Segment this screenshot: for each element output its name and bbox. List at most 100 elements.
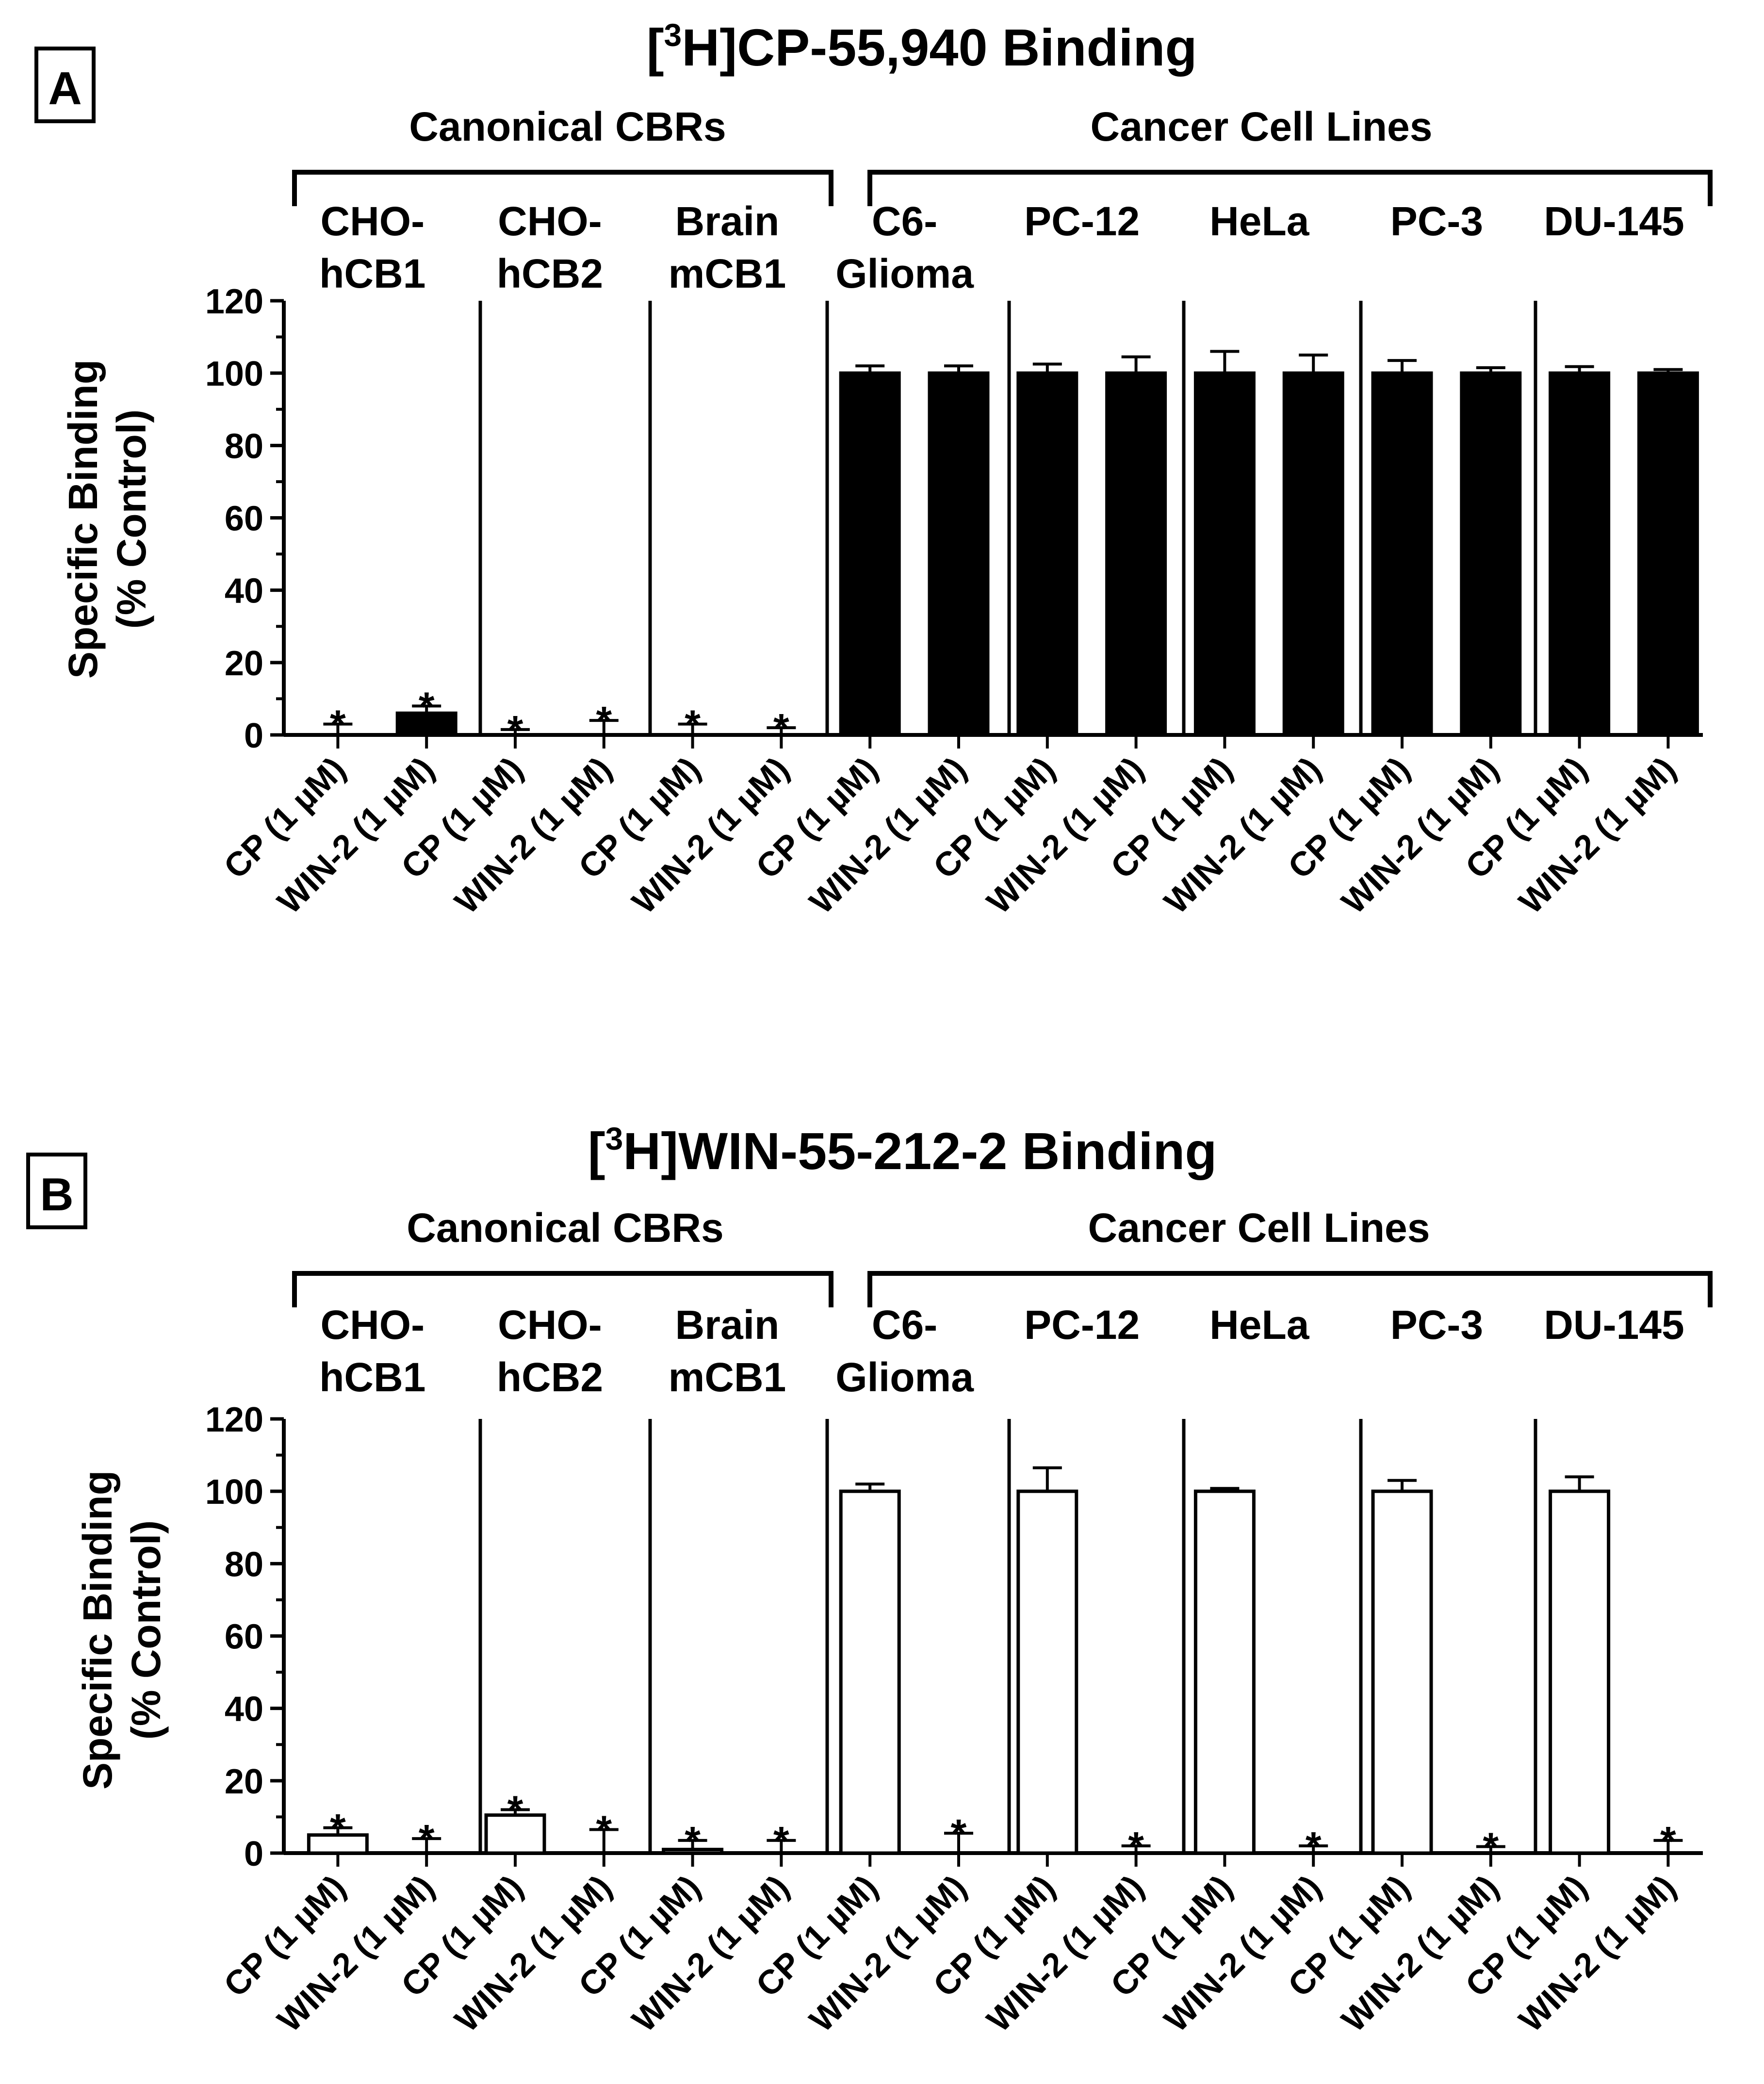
cell-line-label-line: mCB1 bbox=[669, 1354, 786, 1400]
x-tick-label: WIN-2 (1 µM) bbox=[270, 1868, 441, 2039]
panel-label-box bbox=[26, 1153, 87, 1229]
cell-line-label-line: C6- bbox=[872, 198, 937, 244]
panel-label: A bbox=[48, 63, 82, 114]
cell-line-label-line: hCB2 bbox=[497, 1354, 603, 1400]
chart-title-superscript: 3 bbox=[605, 1121, 623, 1156]
cell-line-label-line: mCB1 bbox=[669, 251, 786, 296]
cell-line-label-line: CHO- bbox=[498, 198, 602, 244]
cell-line-label-line: hCB1 bbox=[319, 251, 425, 296]
bar bbox=[1371, 1489, 1433, 1855]
bar bbox=[839, 371, 901, 737]
cell-line-label: Brain mCB1 bbox=[669, 1302, 786, 1400]
x-tick-label: WIN-2 (1 µM) bbox=[625, 749, 796, 921]
y-axis-label: Specific Binding(% Control) bbox=[60, 359, 154, 679]
cell-line-label-line: PC-3 bbox=[1390, 1302, 1483, 1348]
y-axis-label-line1: Specific Binding bbox=[60, 359, 106, 679]
x-tick-label: WIN-2 (1 µM) bbox=[625, 1868, 796, 2039]
bar bbox=[1193, 1489, 1256, 1855]
cell-line-label-line: HeLa bbox=[1209, 198, 1310, 244]
x-tick-label: WIN-2 (1 µM) bbox=[1157, 749, 1328, 921]
y-tick-label: 60 bbox=[225, 500, 263, 538]
x-tick-label: WIN-2 (1 µM) bbox=[1157, 1868, 1328, 2039]
chart-title-prefix: [ bbox=[588, 1122, 605, 1180]
cell-line-label: PC-3 bbox=[1390, 198, 1483, 244]
x-tick-label: WIN-2 (1 µM) bbox=[1512, 749, 1683, 921]
cell-line-label-line: CHO- bbox=[320, 198, 425, 244]
y-axis-label-line1: Specific Binding bbox=[75, 1470, 120, 1790]
chart-title-prefix: [ bbox=[647, 18, 664, 77]
group-label-cancer: Cancer Cell Lines bbox=[1088, 1205, 1430, 1251]
bar bbox=[839, 1489, 901, 1855]
y-tick-label: 80 bbox=[225, 427, 263, 466]
panel-label-box bbox=[34, 47, 96, 123]
cell-line-label-line: C6- bbox=[872, 1302, 937, 1348]
x-tick-label: WIN-2 (1 µM) bbox=[447, 749, 619, 921]
cell-line-label-line: Brain bbox=[675, 1302, 780, 1348]
y-tick-label: 100 bbox=[205, 355, 263, 393]
y-tick-label: 100 bbox=[205, 1473, 263, 1512]
bar bbox=[1016, 371, 1078, 737]
cell-line-label-line: HeLa bbox=[1209, 1302, 1310, 1348]
y-tick-label: 0 bbox=[244, 1835, 263, 1873]
panel-label: B bbox=[40, 1169, 73, 1221]
cell-line-label-line: Glioma bbox=[835, 1354, 974, 1400]
bar bbox=[1105, 371, 1167, 737]
chart-title-rest: H]WIN-55-212-2 Binding bbox=[623, 1122, 1217, 1180]
y-axis-label-line2: (% Control) bbox=[123, 1520, 169, 1740]
cell-line-label-line: PC-12 bbox=[1024, 1302, 1140, 1348]
cell-line-label-line: DU-145 bbox=[1544, 1302, 1684, 1348]
cell-line-label: C6- Glioma bbox=[835, 198, 974, 296]
cell-line-label: C6- Glioma bbox=[835, 1302, 974, 1400]
cell-line-label: PC-12 bbox=[1024, 198, 1140, 244]
bar bbox=[1193, 371, 1256, 737]
cell-line-label: HeLa bbox=[1209, 198, 1310, 244]
cell-line-label: DU-145 bbox=[1544, 1302, 1684, 1348]
x-tick-label: WIN-2 (1 µM) bbox=[447, 1868, 619, 2039]
y-tick-label: 20 bbox=[225, 644, 263, 683]
x-tick-label: WIN-2 (1 µM) bbox=[270, 749, 441, 921]
significance-marker: * bbox=[419, 684, 435, 729]
group-label-canonical: Canonical CBRs bbox=[409, 104, 726, 149]
bar bbox=[1371, 371, 1433, 737]
chart-title: [3H]WIN-55-212-2 Binding bbox=[588, 1121, 1217, 1180]
x-tick-label: WIN-2 (1 µM) bbox=[1334, 749, 1505, 921]
bar bbox=[1637, 371, 1699, 737]
significance-marker: * bbox=[596, 1807, 612, 1853]
bar bbox=[1460, 371, 1522, 737]
y-axis-label: Specific Binding(% Control) bbox=[75, 1470, 169, 1790]
chart-title-superscript: 3 bbox=[664, 17, 682, 53]
bar bbox=[1282, 371, 1344, 737]
significance-marker: * bbox=[330, 1806, 346, 1851]
bracket-canonical bbox=[292, 1271, 833, 1307]
group-label-cancer: Cancer Cell Lines bbox=[1091, 104, 1433, 149]
panel-a: A [3H]CP-55,940 Binding Canonical CBRs Canc… bbox=[34, 17, 1713, 921]
cell-line-label-line: PC-12 bbox=[1024, 198, 1140, 244]
cell-line-label: CHO-hCB2 bbox=[497, 1302, 603, 1400]
y-axis-label-line2: (% Control) bbox=[109, 409, 154, 629]
cell-line-label: DU-145 bbox=[1544, 198, 1684, 244]
y-tick-label: 20 bbox=[225, 1762, 263, 1801]
cell-line-label: CHO-hCB2 bbox=[497, 198, 603, 296]
cell-line-label: CHO-hCB1 bbox=[319, 198, 425, 296]
y-tick-label: 120 bbox=[205, 1400, 263, 1439]
bar bbox=[1549, 1489, 1611, 1855]
group-label-canonical: Canonical CBRs bbox=[407, 1205, 723, 1251]
y-tick-label: 60 bbox=[225, 1618, 263, 1657]
cell-line-label-line: hCB2 bbox=[497, 251, 603, 296]
cell-line-label-line: hCB1 bbox=[319, 1354, 425, 1400]
significance-marker: * bbox=[507, 1788, 523, 1833]
x-tick-label: WIN-2 (1 µM) bbox=[1512, 1868, 1683, 2039]
x-tick-label: WIN-2 (1 µM) bbox=[802, 1868, 973, 2039]
bar bbox=[1016, 1489, 1078, 1855]
chart-title-rest: H]CP-55,940 Binding bbox=[682, 18, 1197, 77]
cell-line-label: Brain mCB1 bbox=[669, 198, 786, 296]
cell-line-label-line: PC-3 bbox=[1390, 198, 1483, 244]
cell-line-label-line: CHO- bbox=[320, 1302, 425, 1348]
chart-title: [3H]CP-55,940 Binding bbox=[647, 17, 1197, 77]
x-tick-label: WIN-2 (1 µM) bbox=[1334, 1868, 1505, 2039]
y-tick-label: 40 bbox=[225, 1690, 263, 1729]
y-tick-label: 0 bbox=[244, 716, 263, 755]
bracket-cancer bbox=[867, 170, 1713, 206]
y-tick-label: 80 bbox=[225, 1545, 263, 1584]
